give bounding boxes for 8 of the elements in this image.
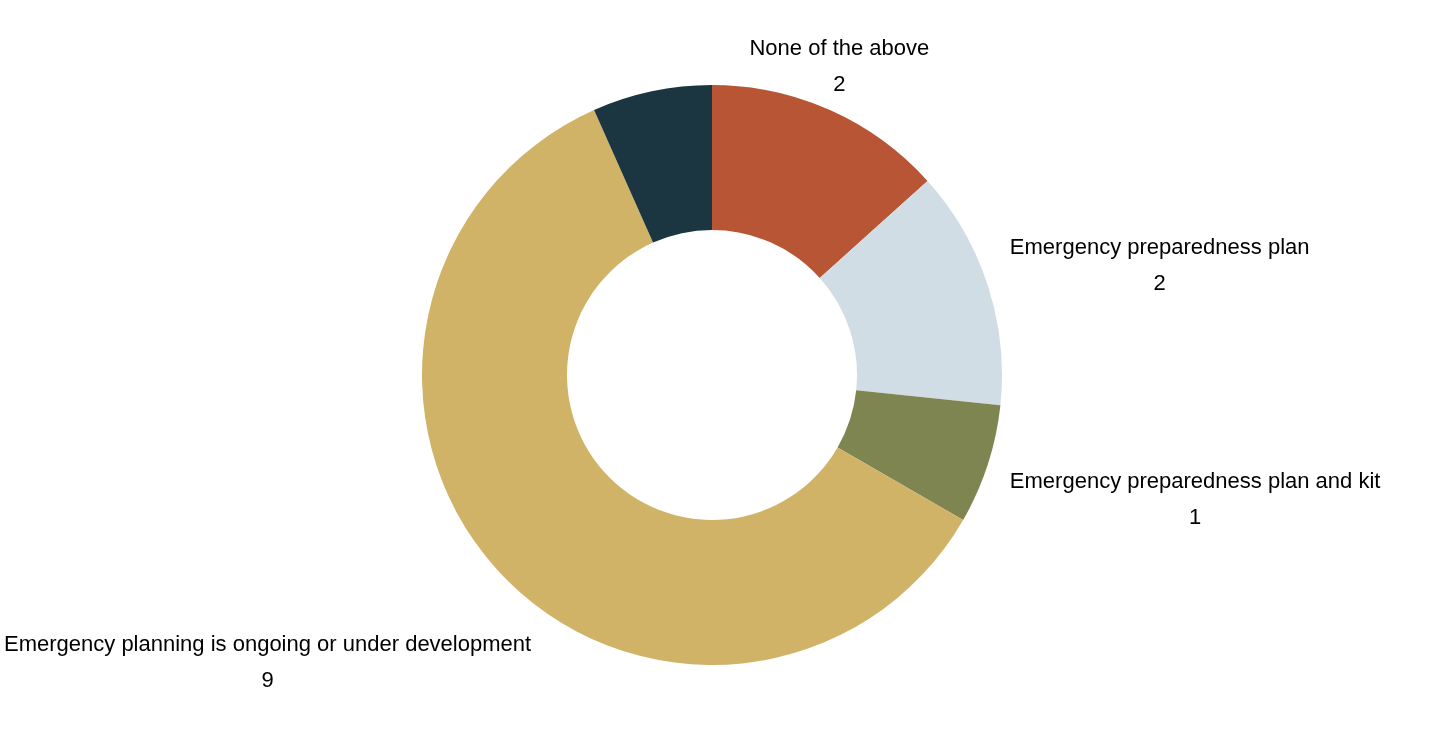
data-label: 9: [261, 666, 274, 692]
data-label: 1: [1189, 503, 1202, 529]
data-label: 2: [833, 70, 846, 96]
data-label: 2: [1153, 270, 1166, 296]
slice-label: Emergency planning is ongoing or under development: [4, 630, 532, 656]
slice-label: Emergency preparedness plan: [1009, 234, 1310, 260]
slice-label: Emergency preparedness plan and kit: [1009, 467, 1381, 493]
slice-label: None of the above: [749, 34, 930, 60]
